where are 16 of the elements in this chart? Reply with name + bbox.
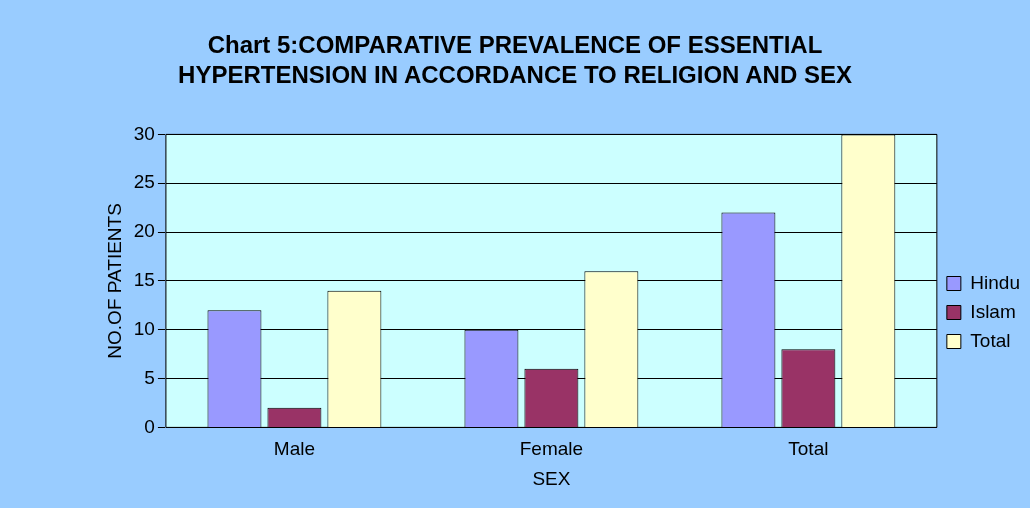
y-tick-label: 5 — [144, 366, 155, 388]
legend-label: Total — [970, 329, 1011, 351]
y-tick-label: 25 — [133, 171, 155, 193]
x-tick-label: Female — [519, 438, 584, 460]
y-tick-label: 10 — [133, 317, 155, 339]
y-tick-label: 0 — [144, 415, 155, 437]
y-tick-label: 20 — [133, 220, 155, 242]
y-tick-label: 30 — [133, 122, 155, 144]
x-tick-label: Male — [273, 438, 316, 460]
x-tick-label: Total — [788, 438, 829, 460]
y-tick-label: 15 — [133, 269, 155, 291]
legend-label: Hindu — [970, 271, 1021, 293]
x-axis-title: SEX — [532, 467, 571, 489]
y-axis-title: NO.OF PATIENTS — [103, 203, 125, 359]
chart-title: Chart 5:COMPARATIVE PREVALENCE OF ESSENTIAL HYPERTENSION IN ACCORDANCE TO RELIGION AND SEX — [177, 30, 853, 90]
legend-label: Islam — [970, 300, 1016, 322]
